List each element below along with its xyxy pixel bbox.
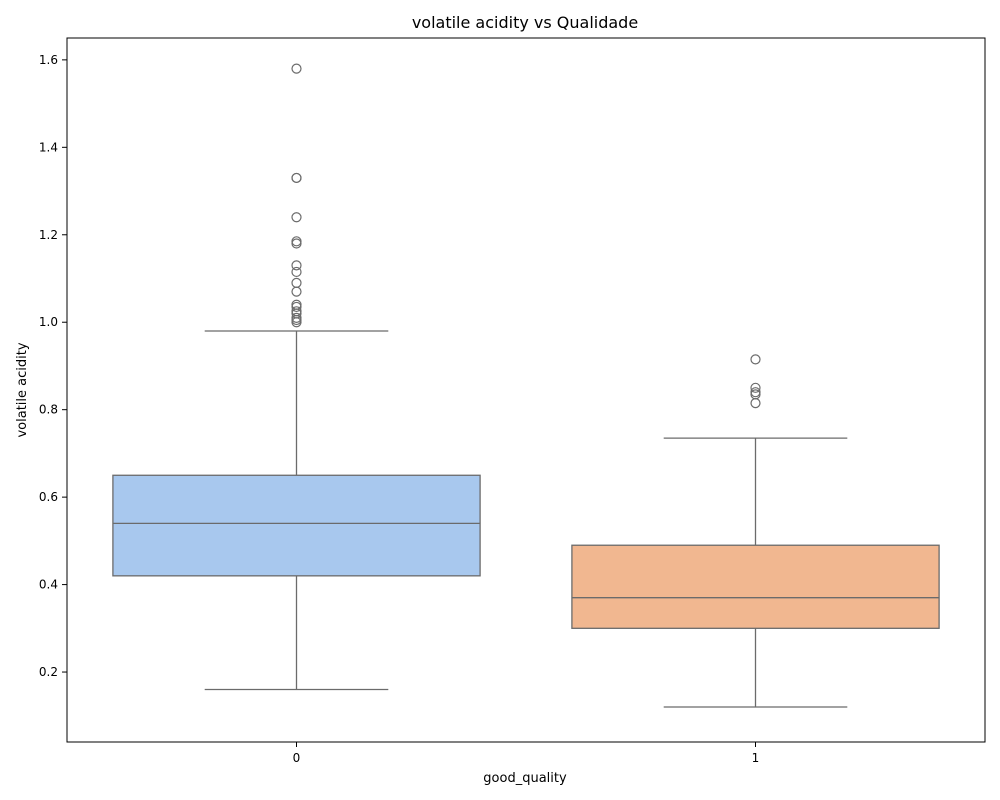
y-tick-label: 1.0 (39, 315, 58, 329)
outlier-point (291, 238, 302, 249)
outlier-point (291, 286, 302, 297)
box-group-0 (112, 63, 481, 691)
outlier-point (291, 63, 302, 74)
axes: 0.2 0.4 0.6 0.8 1.0 1.2 1.4 1.6 0 1 (39, 37, 986, 765)
box (571, 544, 940, 629)
outlier-point (750, 354, 761, 365)
y-tick-label: 0.2 (39, 665, 58, 679)
x-tick-label: 1 (752, 751, 760, 765)
box-group-1 (571, 354, 940, 708)
outlier-point (291, 172, 302, 184)
y-axis-label: volatile acidity (15, 342, 30, 437)
y-tick-label: 0.4 (39, 578, 58, 592)
outlier-point (291, 314, 302, 326)
outlier-point (291, 317, 302, 328)
y-tick-label: 1.4 (39, 140, 58, 154)
y-tick-label: 1.6 (39, 53, 58, 67)
outlier-point (291, 301, 302, 313)
outlier-point (750, 398, 761, 409)
outlier-point (291, 212, 302, 223)
plot-area (112, 63, 940, 708)
y-tick-label: 0.6 (39, 490, 58, 504)
box (112, 474, 481, 577)
chart-title: volatile acidity vs Qualidade (412, 13, 638, 32)
outlier-point (291, 236, 302, 247)
y-tick-label: 0.8 (39, 403, 58, 417)
outlier-point (291, 277, 302, 288)
x-tick-label: 0 (293, 751, 301, 765)
plot-frame (66, 37, 986, 743)
outlier-point (750, 389, 761, 400)
y-tick-label: 1.2 (39, 228, 58, 242)
x-axis-label: good_quality (483, 771, 567, 786)
outlier-point (291, 260, 302, 271)
outlier-point (750, 382, 761, 393)
outlier-point (291, 266, 302, 278)
